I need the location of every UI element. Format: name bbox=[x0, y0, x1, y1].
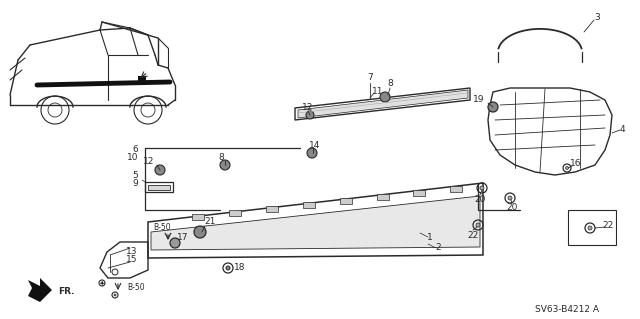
Text: 3: 3 bbox=[594, 13, 600, 23]
Text: 19: 19 bbox=[472, 95, 484, 105]
Text: 10: 10 bbox=[127, 153, 138, 162]
Bar bbox=[568, 210, 616, 245]
Circle shape bbox=[226, 266, 230, 270]
Text: 20: 20 bbox=[506, 204, 518, 212]
Circle shape bbox=[588, 226, 592, 230]
Text: 2: 2 bbox=[435, 243, 441, 253]
Text: 22: 22 bbox=[602, 220, 614, 229]
Text: 14: 14 bbox=[309, 140, 321, 150]
Polygon shape bbox=[229, 210, 241, 216]
Text: FR.: FR. bbox=[58, 286, 74, 295]
Text: 4: 4 bbox=[619, 125, 625, 135]
Circle shape bbox=[306, 111, 314, 119]
Text: 9: 9 bbox=[132, 180, 138, 189]
Text: 8: 8 bbox=[218, 152, 224, 161]
Circle shape bbox=[307, 148, 317, 158]
Polygon shape bbox=[266, 206, 278, 212]
Text: 21: 21 bbox=[204, 218, 216, 226]
Polygon shape bbox=[28, 278, 52, 302]
Text: 17: 17 bbox=[177, 233, 189, 241]
Text: 13: 13 bbox=[125, 248, 137, 256]
Polygon shape bbox=[303, 202, 315, 208]
Text: 8: 8 bbox=[387, 78, 393, 87]
Circle shape bbox=[101, 282, 103, 284]
Bar bbox=[138, 76, 146, 84]
Circle shape bbox=[566, 167, 568, 169]
Circle shape bbox=[170, 238, 180, 248]
Polygon shape bbox=[413, 190, 426, 196]
Polygon shape bbox=[376, 194, 388, 200]
Text: B-50: B-50 bbox=[127, 283, 145, 292]
Polygon shape bbox=[298, 90, 468, 118]
Text: 12: 12 bbox=[143, 158, 154, 167]
Text: B-50: B-50 bbox=[153, 224, 171, 233]
Text: 15: 15 bbox=[125, 256, 137, 264]
Polygon shape bbox=[151, 196, 480, 250]
Text: SV63-B4212 A: SV63-B4212 A bbox=[535, 306, 599, 315]
Text: 18: 18 bbox=[234, 263, 246, 272]
Polygon shape bbox=[192, 214, 204, 219]
Text: 6: 6 bbox=[132, 145, 138, 154]
Bar bbox=[148, 185, 170, 190]
Polygon shape bbox=[340, 198, 351, 204]
Circle shape bbox=[114, 294, 116, 296]
Circle shape bbox=[155, 165, 165, 175]
Text: 11: 11 bbox=[372, 86, 384, 95]
Text: 16: 16 bbox=[570, 159, 582, 167]
Text: 20: 20 bbox=[474, 196, 486, 204]
Circle shape bbox=[476, 223, 480, 227]
Bar bbox=[145, 182, 173, 192]
Circle shape bbox=[480, 186, 484, 190]
Circle shape bbox=[488, 102, 498, 112]
Text: 1: 1 bbox=[427, 233, 433, 241]
Text: 22: 22 bbox=[467, 231, 479, 240]
Circle shape bbox=[194, 226, 206, 238]
Text: 12: 12 bbox=[302, 102, 314, 112]
Circle shape bbox=[508, 196, 512, 200]
Circle shape bbox=[380, 92, 390, 102]
Polygon shape bbox=[450, 186, 462, 192]
Text: 5: 5 bbox=[132, 172, 138, 181]
Circle shape bbox=[220, 160, 230, 170]
Text: 7: 7 bbox=[367, 73, 373, 83]
